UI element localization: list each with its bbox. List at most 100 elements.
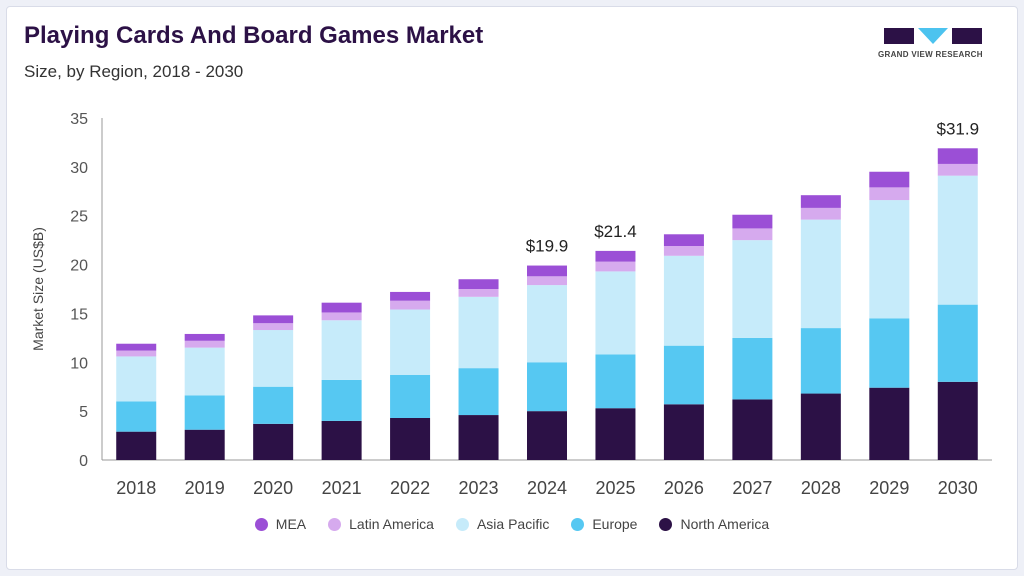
bar-segment-north-america xyxy=(732,399,773,460)
legend-label: MEA xyxy=(275,516,307,532)
legend-swatch xyxy=(455,517,469,531)
bar-segment-mea xyxy=(116,343,157,351)
bar-segment-europe xyxy=(116,401,157,432)
y-tick-label: 10 xyxy=(70,355,88,372)
legend-swatch xyxy=(254,517,268,531)
legend-swatch xyxy=(571,517,585,531)
total-label: $21.4 xyxy=(594,222,637,241)
bar-segment-mea xyxy=(527,265,567,277)
bar-segment-europe xyxy=(800,328,841,394)
bar-segment-europe xyxy=(527,362,567,412)
chart-title: Playing Cards And Board Games Market xyxy=(24,22,484,49)
bar-segment-latin-america xyxy=(184,340,225,348)
legend-swatch xyxy=(328,517,342,531)
legend-item: Latin America xyxy=(328,516,434,532)
bar-segment-mea xyxy=(595,250,636,262)
bar-segment-europe xyxy=(937,304,978,382)
bar-segment-mea xyxy=(390,291,431,301)
bar-segment-mea xyxy=(937,148,978,164)
logo-text: GRAND VIEW RESEARCH xyxy=(878,50,983,59)
legend: MEA Latin America Asia Pacific Europe North … xyxy=(0,516,1024,532)
bar-segment-europe xyxy=(663,345,704,405)
x-tick-label: 2022 xyxy=(390,478,430,498)
bar-segment-north-america xyxy=(184,429,225,460)
bar-segment-north-america xyxy=(869,387,910,460)
y-tick-label: 0 xyxy=(79,453,88,470)
y-tick-label: 30 xyxy=(70,160,88,177)
bar-segment-north-america xyxy=(595,408,636,460)
bar-segment-asia-pacific xyxy=(800,219,841,329)
legend-item: North America xyxy=(659,516,769,532)
bar-segment-europe xyxy=(390,374,431,418)
bar-segment-latin-america xyxy=(527,276,567,286)
x-tick-label: 2028 xyxy=(801,478,841,498)
total-label: $19.9 xyxy=(526,237,569,256)
bar-segment-asia-pacific xyxy=(253,330,294,387)
bar-segment-latin-america xyxy=(800,207,841,220)
bar-segment-north-america xyxy=(663,404,704,460)
bar-segment-latin-america xyxy=(390,300,431,310)
y-tick-label: 15 xyxy=(70,306,88,323)
bar-segment-north-america xyxy=(458,415,499,460)
legend-item: MEA xyxy=(254,516,307,532)
bar-segment-latin-america xyxy=(663,246,704,256)
grand-view-research-logo xyxy=(884,28,982,44)
x-tick-label: 2021 xyxy=(322,478,362,498)
bar-segment-north-america xyxy=(321,420,362,460)
bar-segment-mea xyxy=(732,214,773,229)
x-tick-label: 2029 xyxy=(869,478,909,498)
legend-item: Asia Pacific xyxy=(455,516,550,532)
bar-segment-asia-pacific xyxy=(937,175,978,305)
y-tick-label: 20 xyxy=(70,258,88,275)
bar-segment-europe xyxy=(458,368,499,416)
chart-subtitle: Size, by Region, 2018 - 2030 xyxy=(24,62,244,81)
bar-segment-asia-pacific xyxy=(321,320,362,380)
bar-segment-mea xyxy=(184,333,225,341)
bar-segment-asia-pacific xyxy=(184,347,225,396)
bar-segment-latin-america xyxy=(253,323,294,331)
bar-segment-europe xyxy=(321,379,362,421)
legend-label: North America xyxy=(680,516,770,532)
bar-segment-latin-america xyxy=(937,163,978,176)
bar-segment-latin-america xyxy=(321,312,362,321)
bar-segment-asia-pacific xyxy=(116,356,157,402)
bar-segment-north-america xyxy=(253,423,294,460)
y-tick-label: 5 xyxy=(79,404,88,421)
bar-segment-north-america xyxy=(937,381,978,460)
bar-segment-mea xyxy=(800,195,841,208)
bar-segment-latin-america xyxy=(116,350,157,357)
bar-segment-asia-pacific xyxy=(869,200,910,319)
legend-label: Europe xyxy=(592,516,638,532)
bar-segment-asia-pacific xyxy=(663,255,704,346)
bar-segment-latin-america xyxy=(869,187,910,201)
bar-segment-latin-america xyxy=(595,261,636,272)
bar-segment-europe xyxy=(732,337,773,400)
y-tick-label: 35 xyxy=(70,111,88,128)
legend-label: Latin America xyxy=(349,516,434,532)
bar-segment-mea xyxy=(253,315,294,324)
x-tick-label: 2030 xyxy=(938,478,978,498)
y-tick-label: 25 xyxy=(70,209,88,226)
bar-segment-latin-america xyxy=(732,228,773,241)
legend-label: Asia Pacific xyxy=(476,516,550,532)
bar-segment-mea xyxy=(869,171,910,188)
legend-swatch xyxy=(659,517,673,531)
bar-segment-asia-pacific xyxy=(595,271,636,355)
bar-segment-asia-pacific xyxy=(527,285,567,363)
x-tick-label: 2026 xyxy=(664,478,704,498)
bar-segment-europe xyxy=(595,354,636,409)
bar-segment-europe xyxy=(869,318,910,388)
total-label: $31.9 xyxy=(936,119,979,138)
x-tick-label: 2027 xyxy=(732,478,772,498)
bar-segment-europe xyxy=(184,395,225,430)
bar-segment-mea xyxy=(458,279,499,289)
bar-segment-north-america xyxy=(390,417,431,460)
bar-segment-mea xyxy=(663,234,704,247)
x-tick-label: 2024 xyxy=(527,478,567,498)
chart-card xyxy=(6,6,1018,570)
y-axis-label: Market Size (US$B) xyxy=(30,227,46,351)
x-tick-label: 2025 xyxy=(595,478,635,498)
bar-segment-asia-pacific xyxy=(458,296,499,369)
x-tick-label: 2019 xyxy=(185,478,225,498)
